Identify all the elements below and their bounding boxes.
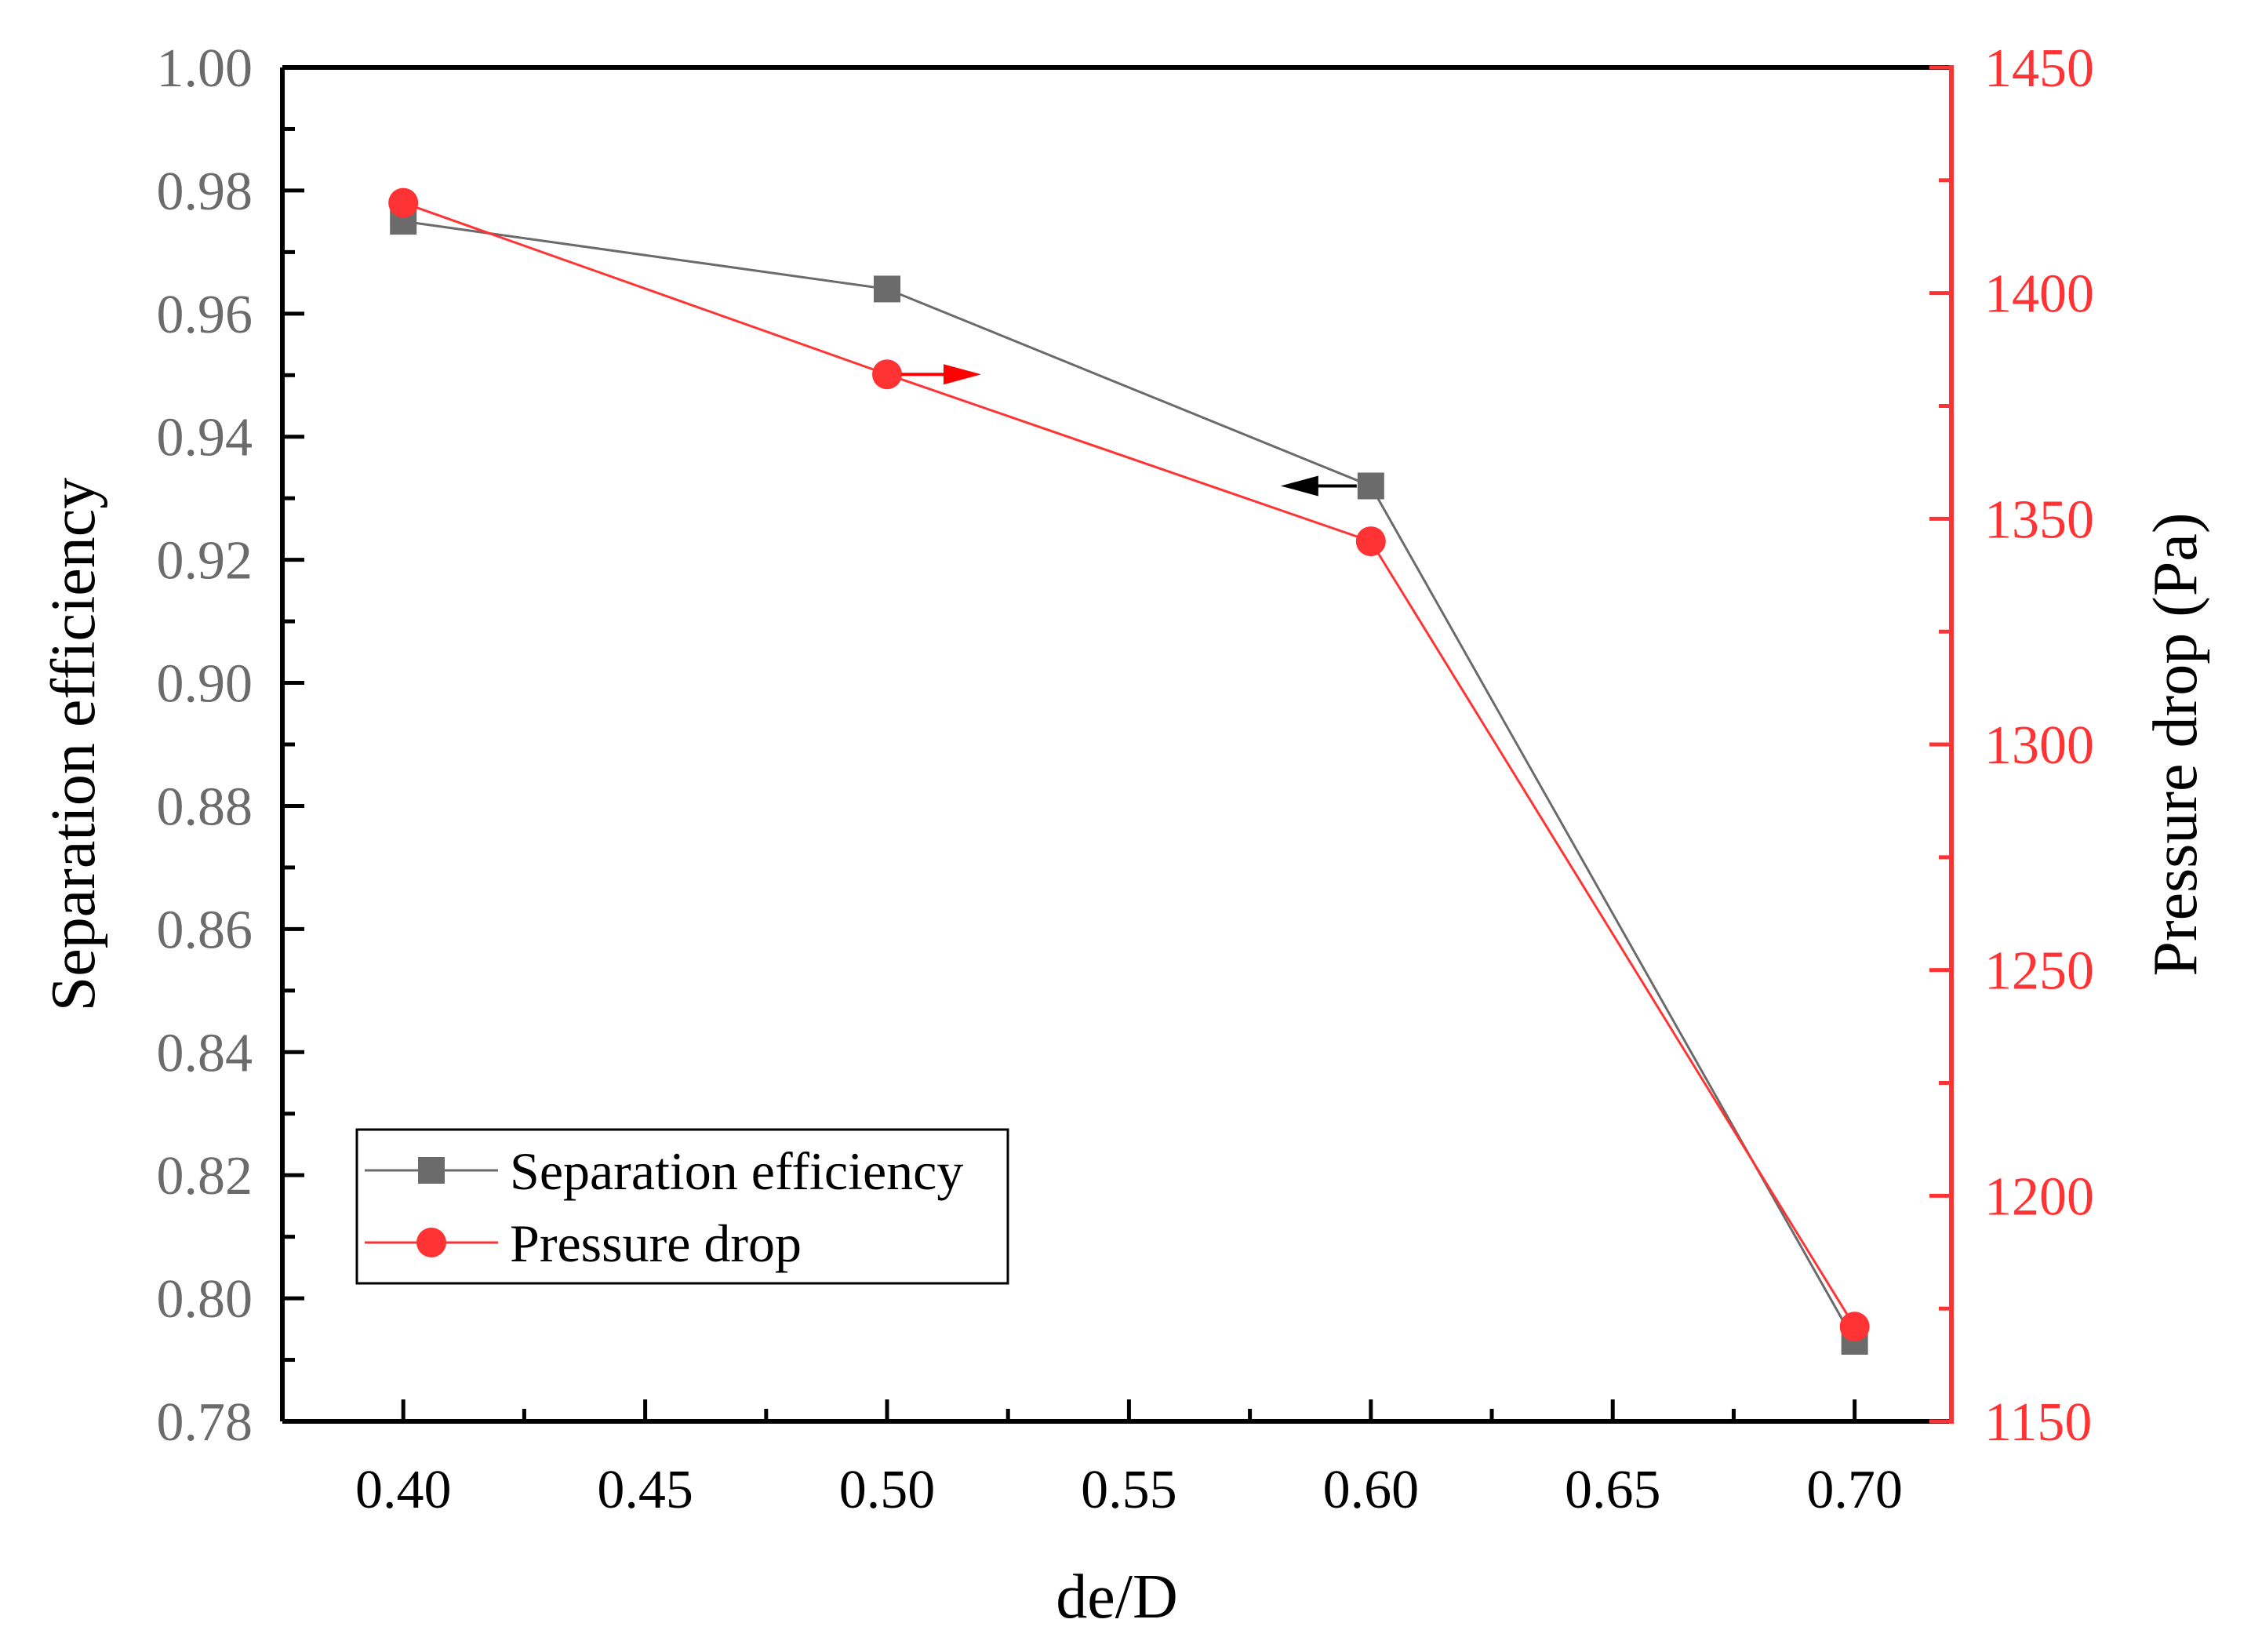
separation-efficiency-line	[402, 220, 1856, 1342]
pressure-drop-point	[1355, 526, 1386, 557]
pressure-drop-line	[402, 202, 1856, 1327]
left-y-axis-title: Separation efficiency	[39, 478, 108, 1011]
right-tick-label: 1150	[1984, 1392, 2092, 1453]
left-tick-label: 0.90	[157, 654, 253, 715]
left-tick-label: 0.94	[157, 408, 253, 468]
right-tick-label: 1400	[1984, 264, 2094, 325]
right-axis-ticks: 1150 1200 1250 1300 1350 1400 1450	[1929, 38, 2094, 1453]
series-layer	[388, 187, 1870, 1355]
pressure-drop-point	[388, 187, 419, 218]
x-tick-label: 0.60	[1323, 1460, 1420, 1520]
left-tick-label: 1.00	[157, 38, 253, 99]
legend-square-marker	[418, 1157, 445, 1184]
right-y-axis-title: Pressure drop (Pa)	[2141, 513, 2210, 977]
left-tick-label: 0.82	[157, 1146, 253, 1206]
x-tick-label: 0.70	[1806, 1460, 1903, 1520]
right-tick-label: 1300	[1984, 715, 2094, 776]
left-tick-label: 0.92	[157, 531, 253, 591]
legend-box	[355, 1128, 1009, 1285]
left-tick-label: 0.80	[157, 1269, 253, 1330]
left-tick-label: 0.88	[157, 777, 253, 837]
legend: Separation efficiency Pressure drop	[355, 1128, 1009, 1285]
x-axis-title: de/D	[1056, 1563, 1178, 1632]
legend-label: Pressure drop	[510, 1214, 802, 1273]
left-tick-label: 0.98	[157, 162, 253, 222]
x-tick-label: 0.40	[355, 1460, 452, 1520]
right-tick-label: 1450	[1984, 38, 2094, 99]
right-arrow-head	[944, 364, 982, 385]
left-tick-label: 0.96	[157, 285, 253, 345]
x-tick-label: 0.55	[1081, 1460, 1177, 1520]
separation-efficiency-point	[874, 275, 901, 303]
x-tick-label: 0.45	[597, 1460, 693, 1520]
left-tick-label: 0.86	[157, 900, 253, 960]
annotation-layer	[901, 364, 1357, 497]
right-tick-label: 1200	[1984, 1166, 2094, 1227]
x-tick-label: 0.50	[839, 1460, 936, 1520]
pressure-drop-point	[872, 359, 903, 390]
left-tick-label: 0.78	[157, 1392, 253, 1453]
bottom-axis-ticks: 0.40 0.45 0.50 0.55 0.60 0.65 0.70	[355, 1399, 1903, 1520]
right-tick-label: 1250	[1984, 941, 2094, 1002]
left-arrow-head	[1280, 475, 1318, 497]
x-tick-label: 0.65	[1565, 1460, 1661, 1520]
separation-efficiency-point	[1357, 472, 1384, 500]
right-tick-label: 1350	[1984, 489, 2094, 550]
pressure-drop-point	[1839, 1312, 1870, 1342]
legend-circle-marker	[416, 1228, 446, 1257]
legend-label: Separation efficiency	[510, 1141, 963, 1201]
left-axis-ticks: 0.78 0.80 0.82 0.84 0.86 0.88 0.90 0.92 0.94 0.96…	[157, 38, 304, 1453]
left-tick-label: 0.84	[157, 1023, 253, 1083]
